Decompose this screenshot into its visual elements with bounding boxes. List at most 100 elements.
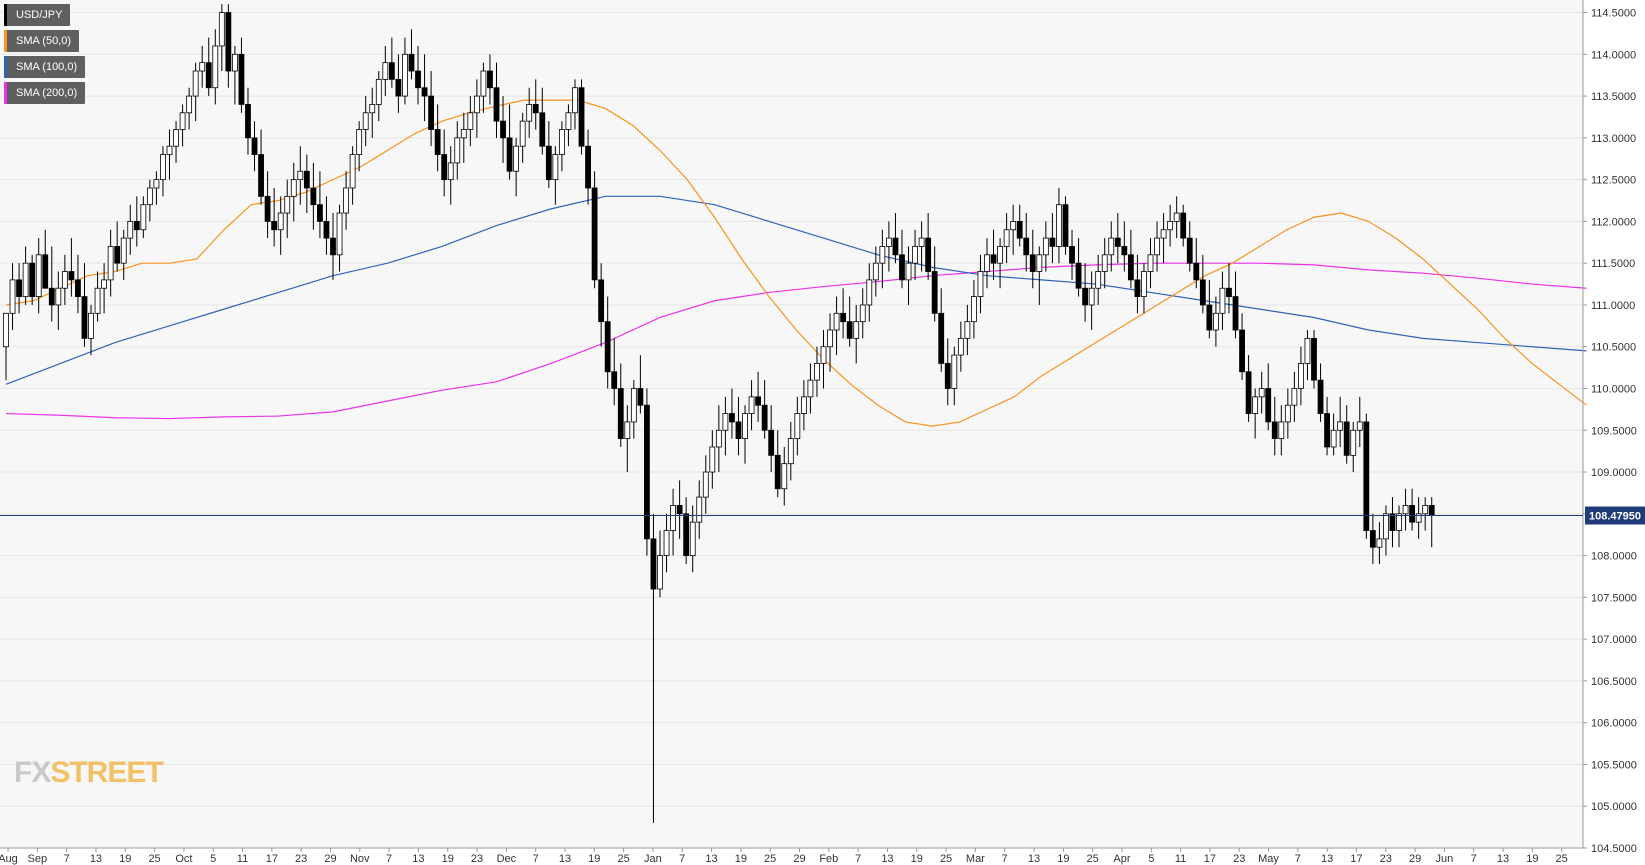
x-tick-label: May [1258,853,1279,865]
candle-up [454,137,461,164]
x-tick-label: 7 [64,853,70,865]
candle-down [1127,254,1134,281]
candle-up [1304,337,1311,364]
legend-label: SMA (100,0) [16,61,78,73]
y-tick-label: 105.0000 [1591,801,1637,813]
x-tick-label: 19 [119,853,131,865]
x-tick-label: Aug [0,853,18,865]
candle-down [1062,204,1069,247]
candle-down [245,104,251,139]
candle-down [892,237,899,256]
candle-up [369,104,376,114]
x-tick-label: 29 [324,853,336,865]
legend-item-usdjpy[interactable]: USD/JPY [4,4,71,26]
candle-down [225,12,232,72]
candle-down [938,312,945,364]
candle-down [846,321,853,339]
candle-down [506,137,513,172]
candle-down [1363,421,1370,531]
candle-up [1422,505,1429,515]
legend-item-sma200[interactable]: SMA (200,0) [4,82,86,104]
candle-up [977,271,984,297]
candle-down [925,237,932,272]
candle-up [9,279,16,314]
x-tick-label: 13 [881,853,893,865]
candle-up [997,246,1003,264]
candle-down [1016,220,1023,239]
candle-up [905,262,912,281]
candle-up [1356,421,1363,431]
candle-up [1376,538,1383,548]
x-tick-label: 13 [559,853,571,865]
candle-up [1337,421,1344,431]
candle-down [415,70,421,89]
legend: USD/JPY SMA (50,0) SMA (100,0) SMA (200,… [4,4,86,108]
candle-up [794,413,801,440]
candle-up [153,179,160,189]
x-tick-label: 7 [855,853,861,865]
current-price-badge [1585,506,1645,525]
candle-down [840,312,847,323]
candle-down [611,371,618,389]
candle-down [48,287,55,306]
y-tick-label: 112.5000 [1591,175,1636,187]
y-tick-label: 111.0000 [1591,300,1635,312]
x-tick-label: 7 [1295,853,1301,865]
candle-down [650,538,657,590]
x-tick-label: 19 [911,853,923,865]
candle-down [774,454,781,490]
candle-down [539,112,546,147]
candle-down [1226,287,1232,297]
candle-up [748,396,755,414]
x-tick-label: Jan [644,853,662,865]
candle-up [1298,363,1304,389]
y-tick-label: 112.0000 [1591,216,1636,228]
candle-up [231,53,238,72]
x-tick-label: Oct [175,853,192,865]
candle-up [1284,404,1291,423]
candle-down [1311,337,1317,381]
candle-up [866,279,873,306]
candle-down [683,513,690,556]
candle-down [395,78,402,97]
candle-up [179,112,186,130]
candle-up [624,421,631,440]
candle-up [343,187,349,214]
candle-down [604,321,611,373]
x-tick-label: Dec [497,853,517,865]
candle-down [388,62,395,80]
candle-up [807,379,814,398]
candle-down [598,279,605,323]
current-price-label: 108.47950 [1589,511,1641,523]
candle-up [88,312,94,339]
candle-up [101,279,107,289]
y-tick-label: 107.0000 [1591,634,1637,646]
y-tick-label: 110.5000 [1591,342,1636,354]
candle-up [140,204,147,231]
y-tick-label: 107.5000 [1591,592,1637,604]
candle-up [480,70,487,97]
candle-down [264,195,271,222]
candle-up [971,296,977,323]
candle-down [755,396,761,406]
x-tick-label: 7 [1002,853,1008,865]
candle-down [1239,329,1245,373]
candle-up [467,112,474,130]
x-tick-label: 11 [1175,853,1186,865]
candle-down [1206,304,1213,331]
legend-item-sma100[interactable]: SMA (100,0) [4,56,86,78]
candle-down [1029,254,1036,272]
candle-up [1154,237,1160,256]
candle-up [1160,229,1167,239]
legend-label: SMA (50,0) [16,35,72,47]
x-tick-label: 19 [1526,853,1538,865]
candle-up [781,463,788,490]
x-tick-label: 25 [148,853,160,865]
candle-down [1369,530,1376,548]
candle-up [513,145,520,172]
candle-up [375,78,382,105]
legend-item-sma50[interactable]: SMA (50,0) [4,30,80,52]
x-tick-label: 7 [1471,853,1477,865]
x-tick-label: 11 [237,853,248,865]
